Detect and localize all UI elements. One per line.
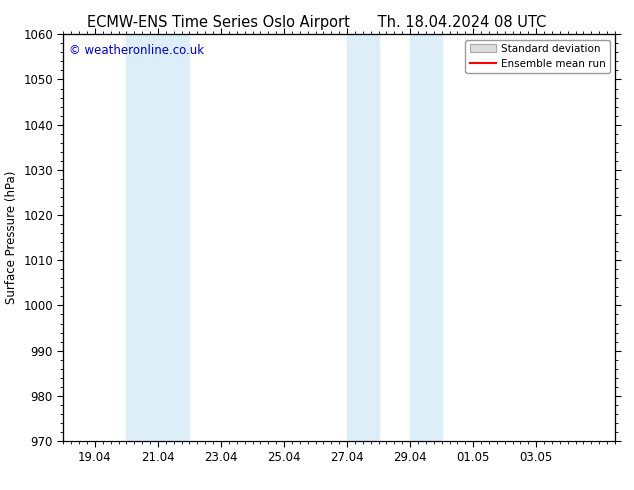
Text: © weatheronline.co.uk: © weatheronline.co.uk (69, 45, 204, 57)
Y-axis label: Surface Pressure (hPa): Surface Pressure (hPa) (4, 171, 18, 304)
Bar (126, 34, 158, 441)
Bar (410, 34, 442, 441)
Legend: Standard deviation, Ensemble mean run: Standard deviation, Ensemble mean run (465, 40, 610, 73)
Text: ECMW-ENS Time Series Oslo Airport      Th. 18.04.2024 08 UTC: ECMW-ENS Time Series Oslo Airport Th. 18… (87, 15, 547, 30)
Bar (347, 34, 378, 441)
Bar (158, 34, 190, 441)
